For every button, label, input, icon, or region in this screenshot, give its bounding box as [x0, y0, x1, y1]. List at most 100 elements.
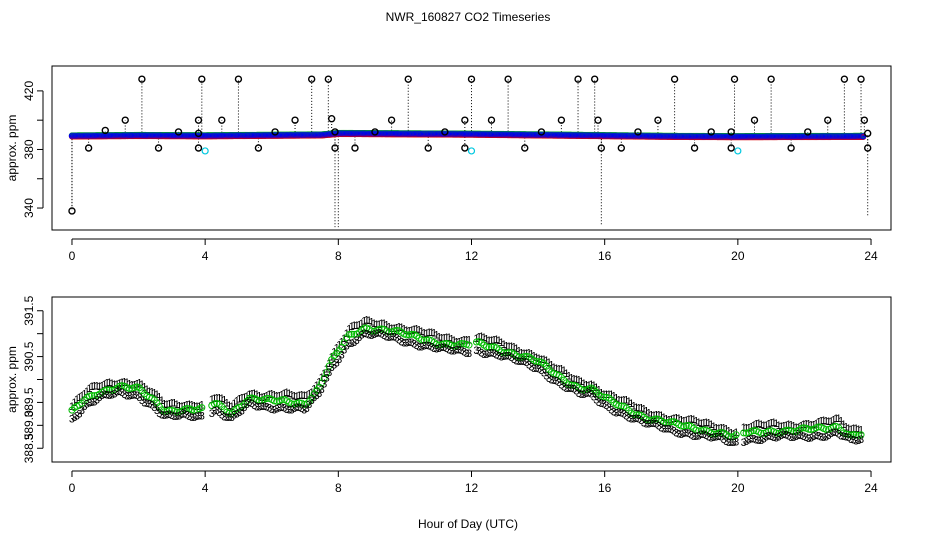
series-point-1: 1 — [741, 422, 747, 434]
series-point-1: 1 — [721, 422, 727, 434]
series-point-1: 1 — [478, 331, 484, 343]
series-point-1: 1 — [548, 360, 554, 372]
series-point-1: 1 — [356, 319, 362, 331]
series-point-1: 1 — [701, 418, 707, 430]
series-point-1: 1 — [76, 392, 82, 404]
series-point-1: 1 — [698, 418, 704, 430]
y-tick-label: 389.0 — [22, 410, 36, 440]
x-tick-label: 20 — [731, 249, 745, 263]
series-point-2 — [288, 400, 296, 408]
series-point-1: 1 — [96, 381, 102, 393]
series-point-1: 1 — [104, 378, 110, 390]
series-point-1: 1 — [506, 341, 512, 353]
series-point-2 — [85, 392, 93, 400]
series-point-1: 1 — [633, 402, 639, 414]
series-point-1: 1 — [850, 423, 856, 435]
series-point-1: 1 — [631, 401, 637, 413]
series-point-1: 1 — [513, 343, 519, 355]
series-point-1: 1 — [219, 393, 225, 405]
series-point-1: 1 — [431, 328, 437, 340]
series-point-1: 1 — [828, 416, 834, 428]
series-point-1: 1 — [508, 341, 514, 353]
series-point-1: 1 — [89, 381, 95, 393]
series-point-2 — [183, 405, 191, 413]
outlier-point — [504, 75, 512, 83]
outlier-point — [840, 75, 849, 83]
series-point-1: 1 — [366, 315, 372, 327]
outlier-point — [594, 116, 602, 124]
series-point-1: 1 — [289, 389, 295, 401]
outlier-point — [574, 75, 582, 83]
series-point-1: 1 — [723, 424, 729, 436]
series-point-2 — [300, 400, 308, 408]
series-point-1: 1 — [251, 388, 257, 400]
series-point-1: 1 — [563, 368, 569, 380]
outlier-point — [461, 144, 469, 152]
series-point-1: 1 — [546, 357, 552, 369]
outlier-point — [271, 128, 279, 136]
y-axis-label: approx. ppm — [5, 346, 19, 413]
series-point-1: 1 — [174, 399, 180, 411]
series-point-1: 1 — [483, 334, 489, 346]
series-point-1: 1 — [566, 371, 572, 383]
series-point-1: 1 — [511, 341, 517, 353]
outlier-point — [194, 129, 203, 138]
series-point-1: 1 — [756, 418, 762, 430]
outlier-point — [767, 75, 775, 83]
outlier-point — [727, 144, 735, 152]
series-point-1: 1 — [646, 408, 652, 420]
series-point-1: 1 — [421, 328, 427, 340]
series-point-1: 1 — [126, 379, 132, 391]
series-point-1: 1 — [386, 321, 392, 333]
series-point-1: 1 — [761, 420, 767, 432]
series-point-1: 1 — [708, 419, 714, 431]
series-point-1: 1 — [81, 388, 87, 400]
series-point-1: 1 — [583, 380, 589, 392]
series-point-1: 1 — [241, 392, 247, 404]
series-point-1: 1 — [296, 390, 302, 402]
x-tick-label: 4 — [202, 249, 209, 263]
series-point-1: 1 — [568, 373, 574, 385]
series-point-1: 1 — [491, 334, 497, 346]
outlier-point — [331, 128, 339, 136]
series-point-1: 1 — [608, 389, 614, 401]
series-point-1: 1 — [399, 322, 405, 334]
series-point-1: 1 — [226, 400, 232, 412]
series-point-1: 1 — [768, 417, 774, 429]
outlier-point — [707, 128, 715, 136]
y-tick-label: 390.5 — [22, 341, 36, 371]
series-point-1: 1 — [763, 420, 769, 432]
outlier-point — [194, 116, 203, 124]
series-point-1: 1 — [349, 321, 355, 333]
series-point-3: 3 — [733, 437, 739, 449]
series-point-1: 1 — [463, 334, 469, 346]
series-point-1: 1 — [656, 409, 662, 421]
y-tick-label: 389.5 — [22, 387, 36, 417]
series-point-1: 1 — [401, 323, 407, 335]
series-point-2 — [165, 406, 173, 414]
outlier-point — [863, 144, 872, 152]
series-point-1: 1 — [199, 399, 205, 411]
series-point-1: 1 — [831, 415, 837, 427]
series-point-1: 1 — [498, 337, 504, 349]
series-point-1: 1 — [771, 417, 777, 429]
series-point-1: 1 — [621, 395, 627, 407]
series-point-1: 1 — [404, 325, 410, 337]
series-point-1: 1 — [191, 400, 197, 412]
series-point-1: 1 — [91, 381, 97, 393]
series-point-1: 1 — [231, 398, 237, 410]
series-point-1: 1 — [326, 358, 332, 370]
series-point-1: 1 — [818, 415, 824, 427]
outlier-point — [654, 116, 662, 124]
x-tick-label: 12 — [465, 481, 479, 495]
series-point-1: 1 — [786, 419, 792, 431]
series-point-1: 1 — [556, 363, 562, 375]
series-point-1: 1 — [623, 395, 629, 407]
series-point-1: 1 — [151, 387, 157, 399]
series-point-1: 1 — [304, 390, 310, 402]
series-point-1: 1 — [845, 423, 851, 435]
series-point-1: 1 — [211, 393, 217, 405]
series-point-1: 1 — [176, 400, 182, 412]
series-point-3: 3 — [199, 411, 205, 423]
series-point-1: 1 — [166, 398, 172, 410]
